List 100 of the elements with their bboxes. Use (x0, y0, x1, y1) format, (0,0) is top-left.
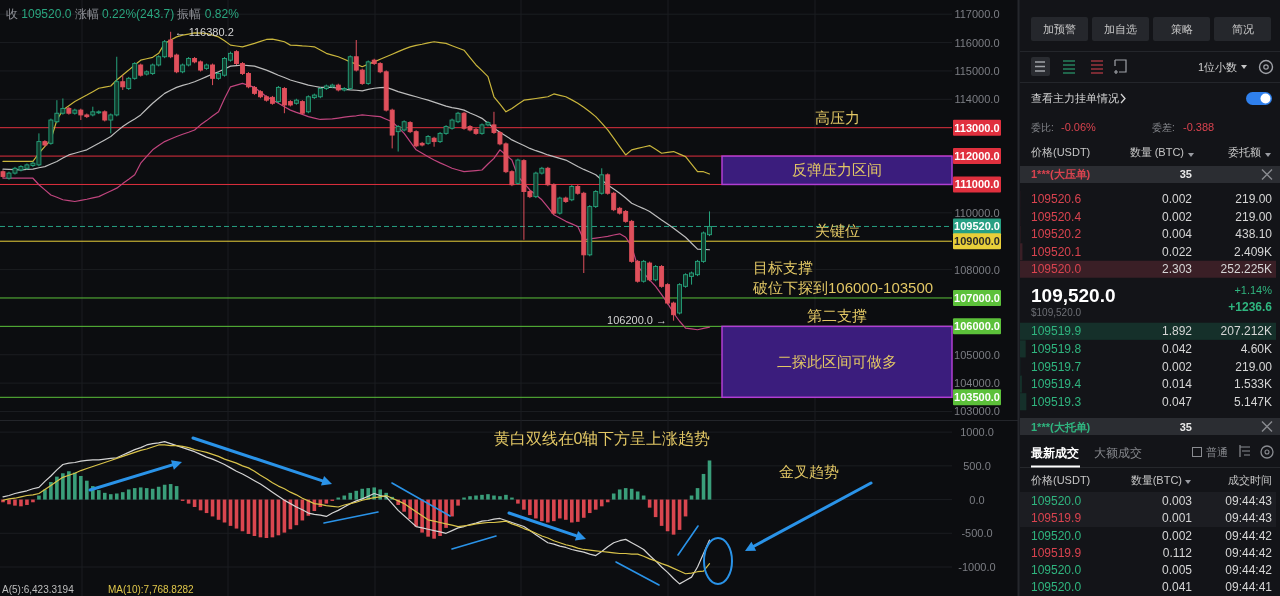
data-label: 0.004 (1161, 227, 1193, 242)
text: 0.005 (1161, 563, 1193, 577)
y-tick-label: 109520.0 (1031, 262, 1082, 277)
text: 09:44:42 (1225, 529, 1273, 543)
bar (79, 475, 83, 500)
bar (546, 499, 550, 523)
bar (450, 499, 454, 517)
annotation: 207.212K (1220, 324, 1272, 339)
y-tick-label: 109520.6 (1031, 192, 1082, 207)
bar (635, 491, 640, 500)
text: 35 (1179, 168, 1192, 180)
text: 委托额 (1228, 146, 1261, 158)
bar (126, 489, 131, 500)
annotation: 目标支撑 (753, 258, 813, 276)
text: 09:44:43 (1225, 494, 1273, 508)
text: 0.112 (1162, 546, 1193, 560)
ref-line-label: 107000.0 (954, 291, 1000, 304)
data-label: 0.002 (1161, 209, 1193, 224)
annotation: A(5):6,423.3194 (2, 584, 75, 595)
y-tick-label: 1000.0 (960, 426, 994, 439)
bar (504, 494, 508, 500)
text: 价格(USDT) (1030, 474, 1091, 486)
text: 09:44:42 (1225, 546, 1273, 560)
annotation: 黄白双线在0轴下方呈上涨趋势 (493, 430, 711, 447)
bar (55, 476, 59, 500)
annotation: ← 116380.2 (174, 25, 234, 38)
y-tick-label: 0.0 (969, 493, 985, 506)
bar (486, 494, 490, 500)
text: 收 109520.0 涨幅 0.22%(243.7) 振幅 0.82% (6, 7, 240, 21)
data-label: 0.002 (1161, 192, 1193, 207)
bar (354, 490, 359, 500)
y-tick-label: 110000.0 (954, 206, 1000, 219)
text: 09:44:43 (1225, 511, 1273, 525)
bar (7, 499, 11, 505)
text: 数量(BTC) (1130, 474, 1182, 486)
text: +1236.6 (1228, 300, 1273, 314)
text: $109,520.0 (1031, 307, 1082, 318)
bar (492, 495, 496, 500)
y-tick-label: 109520.2 (1031, 227, 1082, 242)
y-tick-label: 109519.7 (1031, 359, 1082, 374)
annotation: 106200.0 → (607, 314, 667, 326)
annotation: 1.533K (1233, 377, 1272, 392)
text: 1***(大压单) (1031, 168, 1091, 180)
annotation: 219.00 (1235, 209, 1273, 224)
data-label: 1.892 (1161, 324, 1193, 339)
bar (462, 497, 466, 500)
bar (43, 489, 47, 500)
annotation: 252.225K (1220, 262, 1272, 277)
y-tick-label: 117000.0 (954, 8, 1000, 21)
bar (617, 489, 622, 500)
band-label: 二探此区间可做多 (777, 352, 897, 370)
annotation: 438.10 (1235, 227, 1273, 242)
text: 109,520.0 (1031, 285, 1116, 306)
bar (73, 472, 77, 500)
text: 查看主力挂单情况 (1031, 92, 1119, 104)
ref-line-label: 111000.0 (954, 178, 1000, 191)
bar (102, 492, 107, 500)
bar (348, 492, 353, 500)
text: 0.041 (1161, 580, 1193, 594)
bar (558, 499, 562, 519)
data-label: 0.014 (1161, 377, 1193, 392)
ref-line-label: 106000.0 (954, 320, 1000, 333)
bar (480, 494, 484, 500)
bar (593, 499, 598, 510)
bar (498, 496, 502, 500)
y-tick-label: 104000.0 (954, 377, 1000, 390)
text: 委比: (1031, 122, 1054, 133)
annotation: 2.409K (1233, 244, 1272, 259)
bar (132, 488, 137, 500)
text: 普通 (1206, 446, 1228, 458)
bar (61, 473, 65, 500)
bar (599, 499, 604, 507)
annotation: 219.00 (1235, 192, 1273, 207)
y-tick-label: 115000.0 (954, 64, 1000, 77)
bar (540, 499, 544, 522)
data-label: 0.042 (1161, 341, 1193, 356)
text: 加预警 (1043, 23, 1076, 35)
text: 价格(USDT) (1030, 146, 1091, 158)
text: 简况 (1231, 23, 1254, 35)
text: 数量 (BTC) (1129, 146, 1184, 158)
y-tick-label: 108000.0 (954, 263, 1000, 276)
bar (570, 499, 574, 523)
y-tick-label: 109519.8 (1031, 341, 1082, 356)
ref-line-label: 109000.0 (954, 235, 1000, 248)
bar (510, 497, 514, 500)
data-label: 0.002 (1161, 359, 1193, 374)
bar (19, 499, 23, 507)
annotation: 破位下探到106000-103500 (752, 278, 934, 296)
bar (336, 497, 341, 500)
bar (575, 499, 580, 522)
text: 09:44:42 (1225, 563, 1273, 577)
annotation: 高压力 (814, 108, 860, 126)
annotation: 4.60K (1240, 341, 1272, 356)
y-tick-label: -1000.0 (958, 561, 996, 573)
bar (564, 499, 568, 520)
bar (342, 495, 347, 500)
y-tick-label: 109520.4 (1031, 209, 1082, 224)
annotation: MA(10):7,768.8282 (108, 584, 195, 595)
text: 0.003 (1161, 494, 1193, 508)
bar (67, 471, 71, 500)
